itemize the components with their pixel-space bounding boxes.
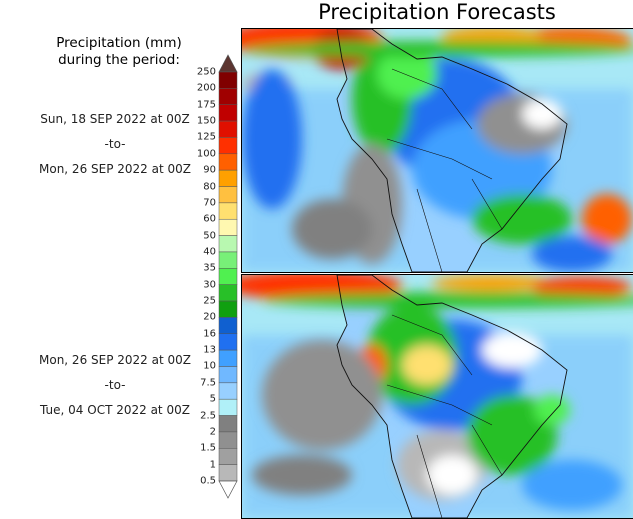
figure-title: Precipitation Forecasts	[318, 0, 556, 24]
colorbar-tick-label: 125	[196, 131, 216, 143]
colorbar-bin	[218, 333, 238, 351]
colorbar-bin	[218, 382, 238, 400]
colorbar-bin	[218, 464, 238, 482]
colorbar-tick-label: 20	[203, 311, 216, 323]
colorbar	[218, 54, 238, 499]
precip-region	[532, 236, 612, 272]
colorbar-bin	[218, 300, 238, 318]
colorbar-bin	[218, 169, 238, 187]
period-1-end: Mon, 26 SEP 2022 at 00Z	[39, 162, 191, 176]
colorbar-tick-label: 175	[196, 99, 216, 111]
colorbar-tick-label: 250	[196, 66, 216, 78]
colorbar-tick-label: 5	[209, 393, 216, 405]
precip-region	[482, 332, 542, 368]
precip-region	[377, 49, 437, 99]
colorbar-bin	[218, 202, 238, 220]
period-2-separator: -to-	[104, 378, 126, 392]
colorbar-bin	[218, 88, 238, 105]
colorbar-bin	[218, 366, 238, 384]
colorbar-bin	[218, 317, 238, 335]
period-2-start: Mon, 26 SEP 2022 at 00Z	[39, 353, 191, 367]
precip-region	[432, 275, 552, 291]
precip-region	[427, 455, 477, 495]
colorbar-tick-label: 90	[203, 164, 216, 176]
precip-region	[292, 199, 372, 259]
precip-region	[242, 41, 633, 57]
colorbar-tick-label: 150	[196, 115, 216, 127]
colorbar-bin	[218, 71, 238, 89]
colorbar-tick-label: 40	[203, 246, 216, 258]
colorbar-bin	[218, 268, 238, 285]
map-panel-period-1	[241, 28, 633, 273]
colorbar-under-triangle	[218, 480, 238, 499]
coastline	[336, 275, 568, 518]
colorbar-tick-label: 60	[203, 213, 216, 225]
colorbar-bin	[218, 415, 238, 433]
colorbar-bin	[218, 104, 238, 122]
coastline	[336, 29, 568, 272]
precip-region	[242, 69, 302, 209]
colorbar-bin	[218, 349, 238, 367]
colorbar-bin	[218, 218, 238, 236]
colorbar-bin	[218, 186, 238, 204]
colorbar-bin	[218, 431, 238, 449]
colorbar-tick-label: 16	[203, 328, 216, 340]
colorbar-bin	[218, 448, 238, 465]
precip-region	[467, 395, 557, 475]
colorbar-bin	[218, 284, 238, 302]
precip-region	[534, 395, 570, 425]
colorbar-tick-label: 70	[203, 197, 216, 209]
country-borders	[386, 314, 503, 518]
colorbar-tick-label: 200	[196, 82, 216, 94]
colorbar-tick-label: 2.5	[200, 410, 216, 422]
colorbar-tick-label: 0.5	[200, 475, 216, 487]
country-borders	[386, 68, 503, 272]
colorbar-tick-label: 100	[196, 148, 216, 160]
precip-region	[402, 345, 452, 385]
period-1-separator: -to-	[104, 137, 126, 151]
period-1-start: Sun, 18 SEP 2022 at 00Z	[40, 112, 190, 126]
colorbar-bin	[218, 137, 238, 155]
legend-title: Precipitation (mm) during the period:	[56, 35, 182, 68]
colorbar-tick-label: 7.5	[200, 377, 216, 389]
colorbar-tick-label: 25	[203, 295, 216, 307]
precip-region	[532, 277, 632, 297]
precip-region	[522, 99, 562, 129]
colorbar-tick-label: 1	[209, 459, 216, 471]
colorbar-tick-label: 1.5	[200, 442, 216, 454]
colorbar-tick-label: 35	[203, 262, 216, 274]
period-2-end: Tue, 04 OCT 2022 at 00Z	[40, 403, 190, 417]
colorbar-tick-label: 2	[209, 426, 216, 438]
colorbar-bin	[218, 398, 238, 416]
colorbar-over-triangle	[218, 54, 238, 73]
precipitation-field	[242, 29, 633, 272]
colorbar-tick-label: 30	[203, 279, 216, 291]
colorbar-bin	[218, 235, 238, 253]
precip-region	[252, 455, 352, 495]
colorbar-bin	[218, 153, 238, 171]
colorbar-bin	[218, 120, 238, 138]
colorbar-tick-label: 50	[203, 230, 216, 242]
precip-region	[522, 460, 622, 510]
map-panel-period-2	[241, 274, 633, 519]
colorbar-bin	[218, 251, 238, 269]
precip-region	[262, 340, 382, 450]
precip-region	[582, 194, 632, 244]
colorbar-tick-label: 80	[203, 181, 216, 193]
colorbar-tick-label: 13	[203, 344, 216, 356]
precip-region	[262, 292, 633, 308]
colorbar-tick-label: 10	[203, 360, 216, 372]
precip-region	[472, 194, 572, 244]
